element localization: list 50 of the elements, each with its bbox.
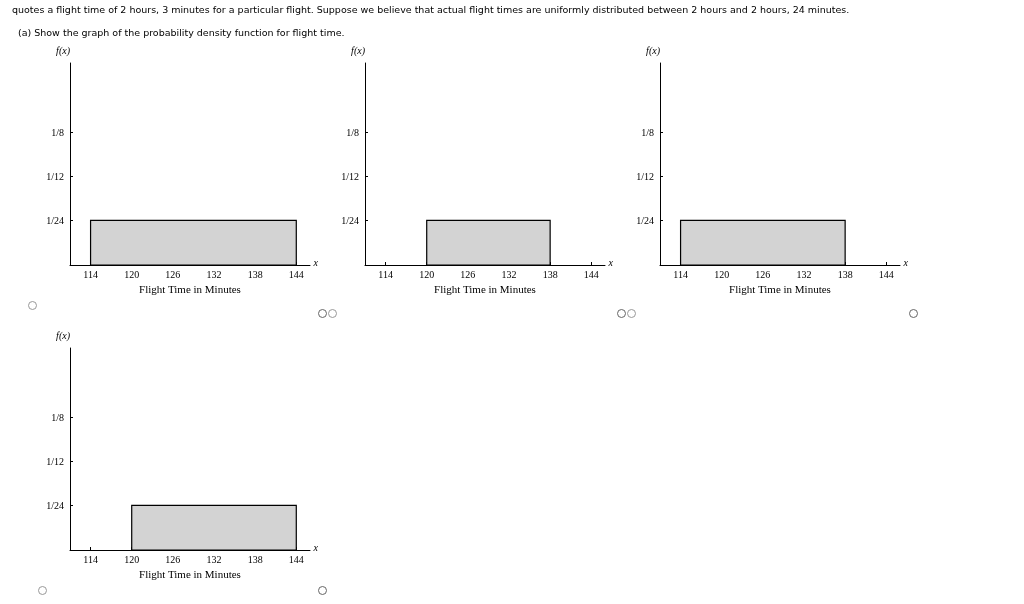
x-tick-label: 120 xyxy=(124,553,140,565)
y-axis-title: f(x) xyxy=(56,329,71,342)
x-axis-title: Flight Time in Minutes xyxy=(139,568,241,581)
x-tick-label: 144 xyxy=(878,268,894,280)
y-axis-title: f(x) xyxy=(351,44,366,57)
x-tick-label: 138 xyxy=(542,268,558,280)
y-tick-label: 1/24 xyxy=(46,215,64,227)
chart-subtitle: (a) Show the graph of the probability density function for flight time. xyxy=(18,27,345,38)
x-tick-label: 138 xyxy=(247,268,263,280)
text: quotes a flight time of 2 hours, 3 minutes for a particular flight. Suppose we believe that actual flight times are uniformly distributed between 2 hours and 2 hours, 24 minutes. xyxy=(12,4,850,15)
y-axis-title: f(x) xyxy=(646,44,661,57)
x-tick-label: 132 xyxy=(501,268,517,280)
x-tick-label: 144 xyxy=(288,553,304,565)
y-tick-label: 1/8 xyxy=(346,126,359,138)
y-tick-label: 1/12 xyxy=(46,170,64,182)
x-tick-label: 132 xyxy=(206,268,222,280)
x-axis-title: Flight Time in Minutes xyxy=(434,283,536,296)
x-axis-title: Flight Time in Minutes xyxy=(729,283,831,296)
text: x xyxy=(312,541,319,553)
x-tick-label: 138 xyxy=(837,268,853,280)
x-tick-label: 126 xyxy=(165,268,181,280)
y-tick-label: 1/8 xyxy=(51,411,64,423)
x-tick-label: 126 xyxy=(460,268,476,280)
x-tick-label: 144 xyxy=(288,268,304,280)
y-tick-label: 1/8 xyxy=(51,126,64,138)
y-tick-label: 1/12 xyxy=(46,455,64,467)
y-axis-title: f(x) xyxy=(56,44,71,57)
x-tick-label: 132 xyxy=(206,553,222,565)
y-tick-label: 1/8 xyxy=(641,126,654,138)
x-tick-label: 120 xyxy=(419,268,435,280)
y-tick-label: 1/12 xyxy=(341,170,359,182)
y-tick-label: 1/24 xyxy=(46,500,64,512)
x-tick-label: 114 xyxy=(83,268,98,280)
x-axis-title: Flight Time in Minutes xyxy=(139,283,241,296)
x-tick-label: 120 xyxy=(124,268,140,280)
y-tick-label: 1/24 xyxy=(341,215,359,227)
y-tick-label: 1/24 xyxy=(636,215,654,227)
x-tick-label: 144 xyxy=(583,268,599,280)
x-tick-label: 114 xyxy=(673,268,688,280)
x-tick-label: 126 xyxy=(755,268,771,280)
x-tick-label: 132 xyxy=(796,268,812,280)
x-tick-label: 138 xyxy=(247,553,263,565)
text: x xyxy=(607,256,614,268)
x-tick-label: 120 xyxy=(714,268,730,280)
text: x xyxy=(902,256,909,268)
y-tick-label: 1/12 xyxy=(636,170,654,182)
x-tick-label: 114 xyxy=(378,268,393,280)
x-tick-label: 114 xyxy=(83,553,98,565)
text: x xyxy=(312,256,319,268)
x-tick-label: 126 xyxy=(165,553,181,565)
